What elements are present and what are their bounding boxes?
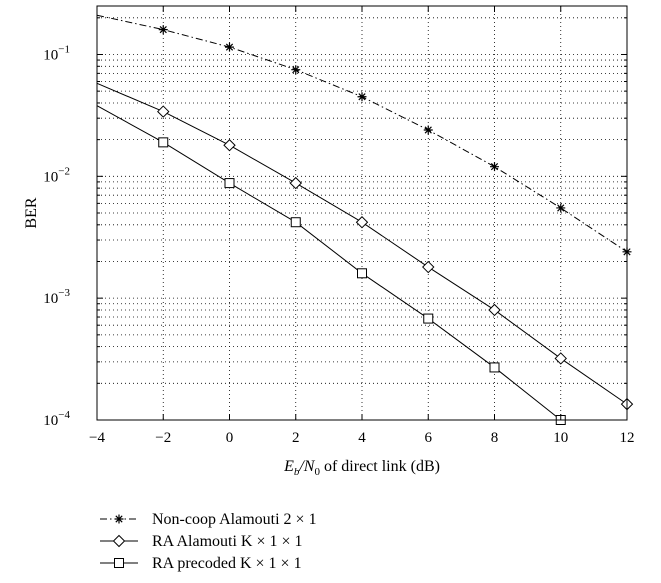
legend-entry-3: RA precoded K × 1 × 1	[100, 555, 302, 572]
series-layer	[96, 14, 634, 425]
x-axis-label-sub-b: b	[294, 466, 300, 478]
grid	[97, 6, 627, 420]
series-3-point	[357, 268, 367, 279]
series-1-point	[423, 125, 433, 135]
series-1	[96, 14, 632, 257]
y-tick-base: 10	[43, 291, 58, 307]
y-tick-base: 10	[43, 413, 58, 429]
legend-label: RA precoded K × 1 × 1	[152, 555, 302, 572]
y-tick-exponent: −2	[58, 165, 70, 177]
series-1-point	[291, 65, 301, 75]
legend: Non-coop Alamouti 2 × 1 RA Alamouti K × 1…	[100, 511, 317, 572]
series-3-line	[96, 105, 562, 421]
legend-entry-2: RA Alamouti K × 1 × 1	[100, 533, 303, 550]
legend-label: RA Alamouti K × 1 × 1	[152, 533, 303, 550]
series-2-point	[289, 176, 302, 190]
y-tick-base: 10	[43, 47, 58, 63]
x-tick-label: 12	[620, 430, 635, 446]
series-1-point	[158, 25, 168, 35]
series-3-point	[224, 178, 235, 189]
x-axis-label-e: E	[283, 458, 294, 475]
y-tick-exponent: −1	[58, 43, 70, 55]
series-2-point	[554, 352, 567, 365]
x-tick-label: 4	[358, 430, 366, 446]
x-tick-label: 0	[226, 430, 234, 446]
y-tick-base: 10	[43, 169, 58, 185]
legend-label: Non-coop Alamouti 2 × 1	[152, 511, 317, 528]
legend-marker	[114, 514, 124, 524]
y-tick-label: 10−1	[43, 43, 70, 63]
series-2-point	[355, 216, 369, 229]
x-axis-label-n: /N	[298, 458, 315, 475]
y-tick-label: 10−3	[43, 287, 70, 307]
x-tick-label: 6	[425, 430, 433, 446]
x-axis-label-sub-0: 0	[314, 466, 320, 478]
legend-entry-1: Non-coop Alamouti 2 × 1	[100, 511, 317, 528]
series-2-line	[96, 82, 628, 405]
series-3-point	[290, 217, 301, 228]
series-3-point	[158, 137, 169, 148]
x-tick-label: 10	[553, 430, 568, 446]
y-axis-label: BER	[23, 197, 40, 228]
series-3-point	[489, 362, 500, 373]
series-2-point	[157, 105, 170, 118]
series-2-point	[223, 139, 236, 152]
series-1-point	[225, 42, 234, 52]
series-2-point	[488, 303, 501, 317]
series-1-point	[490, 162, 499, 172]
series-1-point	[556, 203, 566, 213]
series-1-point	[357, 92, 367, 102]
series-2-point	[422, 260, 435, 274]
x-tick-label: 8	[491, 430, 499, 446]
x-tick-label: −2	[155, 430, 171, 446]
legend-marker	[112, 534, 126, 548]
y-tick-exponent: −4	[58, 409, 70, 421]
y-tick-label: 10−2	[43, 165, 70, 185]
x-axis-label: Eb/N0 of direct link (dB)	[283, 458, 440, 478]
x-axis-label-rest: of direct link (dB)	[320, 458, 440, 475]
series-3-point	[423, 313, 434, 324]
x-tick-label: −4	[89, 430, 105, 446]
series-2	[96, 82, 634, 411]
series-3	[96, 105, 566, 425]
x-tick-label: 2	[292, 430, 300, 446]
legend-marker	[114, 558, 124, 568]
y-tick-exponent: −3	[58, 287, 70, 299]
y-tick-label: 10−4	[43, 409, 70, 429]
